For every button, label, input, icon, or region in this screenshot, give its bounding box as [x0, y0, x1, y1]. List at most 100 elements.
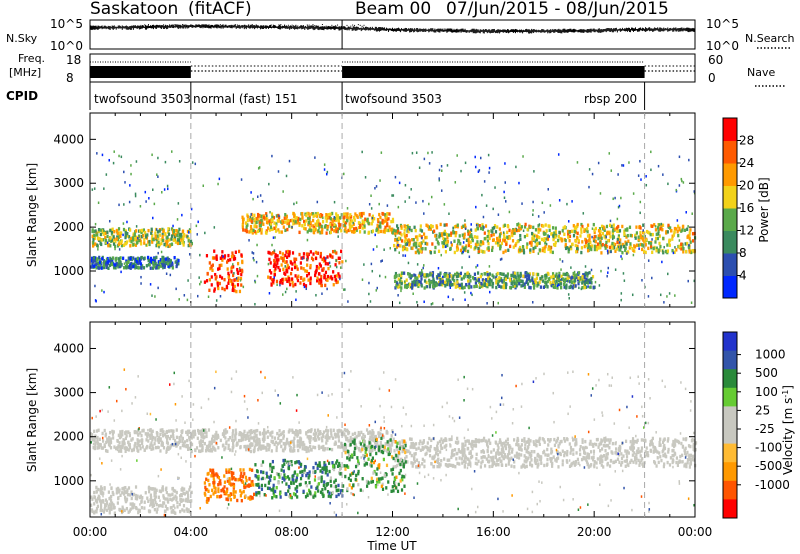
velocity-cell	[354, 436, 357, 440]
power-cell	[227, 271, 230, 276]
power-cell	[408, 243, 411, 247]
velocity-cell	[109, 440, 112, 444]
power-cell	[420, 271, 424, 275]
velocity-cell	[271, 435, 274, 439]
power-cell	[439, 277, 442, 282]
velocity-cell	[118, 435, 122, 440]
power-cell	[309, 220, 312, 225]
power-cell	[281, 219, 284, 223]
power-cell	[530, 231, 534, 236]
velocity-cell	[309, 435, 312, 439]
power-cell	[585, 243, 588, 248]
power-cell	[120, 239, 123, 243]
power-cell	[685, 249, 688, 254]
power-cell	[603, 226, 606, 230]
power-cell	[344, 221, 348, 225]
power-cell	[331, 223, 334, 227]
power-cell	[228, 279, 232, 283]
velocity-cell	[193, 429, 196, 434]
power-cell	[503, 223, 506, 228]
nsearch-point	[270, 24, 272, 26]
velocity-cell	[293, 448, 296, 453]
velocity-cell	[214, 435, 217, 439]
velocity-cell	[91, 438, 94, 442]
power-cell	[277, 258, 280, 262]
power-cell	[106, 260, 109, 264]
power-cell	[624, 240, 627, 244]
power-cell	[449, 274, 452, 278]
power-cell	[499, 246, 502, 251]
power-cell	[213, 249, 216, 253]
nave-ytick-top: 60	[708, 53, 723, 67]
velocity-cell	[194, 448, 197, 453]
power-cell	[323, 225, 327, 229]
power-cell	[653, 223, 656, 227]
velocity-cell	[332, 428, 335, 433]
nsearch-point	[331, 24, 333, 26]
power-cell	[518, 223, 521, 227]
power-cell	[292, 212, 295, 216]
power-noise	[504, 181, 506, 184]
power-noise	[681, 179, 683, 183]
power-cell	[169, 263, 172, 268]
power-noise	[370, 207, 373, 210]
power-cell	[104, 235, 107, 240]
power-cell	[532, 225, 535, 230]
power-cell	[92, 244, 95, 248]
power-cell	[496, 225, 499, 229]
power-cell	[246, 223, 249, 227]
power-noise	[254, 280, 257, 284]
power-cell	[268, 269, 272, 273]
velocity-cell	[294, 432, 297, 437]
velocity-cell	[365, 445, 368, 449]
power-cell	[538, 241, 541, 245]
power-noise	[427, 151, 429, 155]
power-noise	[389, 246, 391, 250]
power-noise	[379, 274, 381, 278]
power-cell	[158, 229, 161, 233]
power-cell	[471, 236, 474, 241]
velocity-cell	[636, 438, 639, 443]
power-noise	[253, 258, 255, 262]
power-cell	[106, 234, 109, 239]
velocity-cell	[207, 428, 211, 432]
nsky-ytick-bottom-right: 10^0	[706, 39, 739, 53]
power-noise	[504, 200, 507, 203]
power-noise	[408, 196, 411, 199]
power-cell	[394, 274, 397, 279]
power-noise	[503, 196, 506, 200]
power-cell	[613, 242, 617, 247]
velocity-cell	[324, 447, 327, 451]
power-cell	[462, 224, 465, 228]
velocity-cell	[374, 434, 377, 439]
power-cell	[325, 219, 328, 223]
power-cell	[431, 274, 434, 278]
power-cell	[214, 272, 217, 277]
nsearch-point	[278, 24, 280, 26]
velocity-cell	[379, 445, 382, 450]
power-cell	[227, 258, 230, 263]
power-cell	[321, 227, 324, 232]
power-noise	[663, 245, 665, 249]
power-cell	[373, 217, 376, 221]
power-cell	[324, 270, 328, 275]
velocity-cell	[191, 430, 194, 435]
velocity-cell	[207, 446, 210, 450]
power-cell	[570, 279, 573, 284]
power-cell	[161, 232, 164, 237]
power-noise	[541, 201, 544, 205]
power-cell	[459, 271, 463, 276]
velocity-cell	[373, 439, 376, 443]
power-noise	[640, 178, 642, 181]
velocity-cell	[302, 440, 305, 445]
power-cell	[418, 233, 421, 238]
nsearch-point	[234, 24, 236, 26]
power-noise	[130, 172, 132, 176]
velocity-cell	[333, 432, 337, 436]
power-cell	[330, 227, 334, 231]
power-cell	[463, 235, 466, 239]
power-cell	[508, 228, 511, 233]
power-cell	[591, 244, 594, 248]
velocity-cell	[181, 443, 184, 448]
power-cell	[152, 237, 155, 242]
